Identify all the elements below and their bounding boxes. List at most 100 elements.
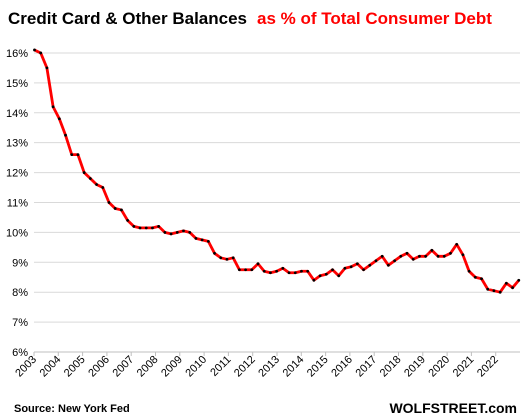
data-point (256, 262, 260, 266)
data-point (132, 225, 136, 228)
data-point (405, 251, 409, 255)
data-point (387, 263, 390, 267)
data-point (461, 253, 465, 257)
data-point (442, 254, 446, 258)
data-point (393, 259, 397, 263)
data-point (157, 225, 161, 228)
y-tick-label: 14% (6, 108, 28, 120)
data-point (231, 256, 235, 260)
data-point (51, 105, 55, 109)
data-point (312, 278, 316, 282)
data-point (281, 266, 285, 270)
data-point (213, 251, 216, 255)
data-point (101, 186, 105, 189)
x-tick-label: 2022 (475, 354, 501, 380)
grid-layer (34, 52, 520, 353)
data-point (449, 251, 452, 255)
y-tick-label: 13% (6, 138, 28, 150)
data-point (82, 171, 86, 174)
data-point (467, 269, 471, 273)
data-point (517, 278, 521, 282)
data-point (219, 256, 223, 260)
data-point (498, 290, 502, 294)
data-point (182, 229, 185, 233)
data-point (374, 259, 378, 263)
data-point (511, 286, 514, 290)
series-layer (33, 48, 521, 294)
data-point (355, 262, 359, 266)
data-point (57, 117, 61, 121)
data-point (411, 257, 415, 261)
data-point (194, 236, 198, 240)
data-point (324, 272, 328, 276)
series-line (33, 48, 520, 294)
data-point (64, 133, 67, 137)
data-point (418, 254, 421, 258)
data-point (169, 232, 173, 236)
data-point (492, 289, 496, 293)
data-point (399, 254, 403, 258)
x-tick-label: 2011 (208, 354, 233, 379)
data-point (120, 208, 123, 212)
data-point (486, 287, 490, 291)
data-point (33, 48, 36, 52)
x-tick-label: 2018 (378, 354, 404, 380)
y-axis: 6% 7% 8% 9% 10% 11% 12% 13% 14% 15% 16% (6, 48, 28, 359)
data-point (368, 263, 372, 267)
data-point (70, 153, 74, 157)
data-point (337, 274, 341, 278)
data-point (175, 230, 179, 234)
y-tick-label: 10% (6, 227, 28, 239)
data-point (300, 269, 303, 273)
data-point (473, 275, 477, 279)
data-point (250, 268, 254, 272)
x-tick-label: 2005 (62, 354, 88, 380)
data-point (275, 269, 279, 273)
data-point (138, 226, 142, 230)
chart-title-main: Credit Card & Other Balances (8, 9, 247, 28)
x-tick-label: 2009 (159, 354, 185, 380)
data-point (39, 51, 43, 55)
data-point (107, 201, 111, 204)
data-point (88, 177, 92, 180)
data-point (362, 268, 365, 272)
x-tick-label: 2006 (86, 354, 112, 380)
data-point (318, 274, 322, 278)
x-tick-label: 2010 (183, 354, 209, 380)
data-point (163, 230, 167, 234)
x-tick-label: 2012 (232, 354, 258, 380)
x-tick-label: 2020 (426, 354, 452, 380)
data-point (151, 226, 154, 230)
data-point (455, 242, 459, 246)
data-point (504, 281, 508, 285)
chart-title: Credit Card & Other Balances as % of Tot… (8, 9, 492, 28)
data-point (331, 268, 334, 272)
y-tick-label: 15% (6, 78, 28, 90)
data-point (225, 257, 229, 261)
y-tick-label: 6% (12, 347, 28, 359)
data-point (45, 66, 49, 70)
x-tick-label: 2013 (256, 354, 282, 380)
y-tick-label: 16% (6, 48, 28, 60)
x-tick-label: 2017 (354, 354, 380, 380)
data-point (269, 271, 272, 275)
x-tick-label: 2021 (451, 354, 477, 380)
data-point (287, 271, 291, 275)
y-tick-label: 12% (6, 168, 28, 180)
data-point (113, 207, 117, 210)
data-point (206, 239, 210, 243)
y-tick-label: 7% (12, 317, 28, 329)
x-tick-label: 2004 (38, 354, 64, 380)
source-note: Source: New York Fed (14, 403, 130, 415)
data-point (380, 254, 384, 258)
brand-watermark: WOLFSTREET.com (389, 400, 517, 416)
data-point (144, 226, 148, 230)
data-point (480, 277, 483, 281)
chart-title-highlight: as % of Total Consumer Debt (257, 9, 492, 28)
y-tick-label: 11% (7, 197, 28, 209)
x-tick-label: 2007 (111, 354, 137, 380)
data-point (424, 254, 428, 258)
data-point (306, 269, 310, 273)
